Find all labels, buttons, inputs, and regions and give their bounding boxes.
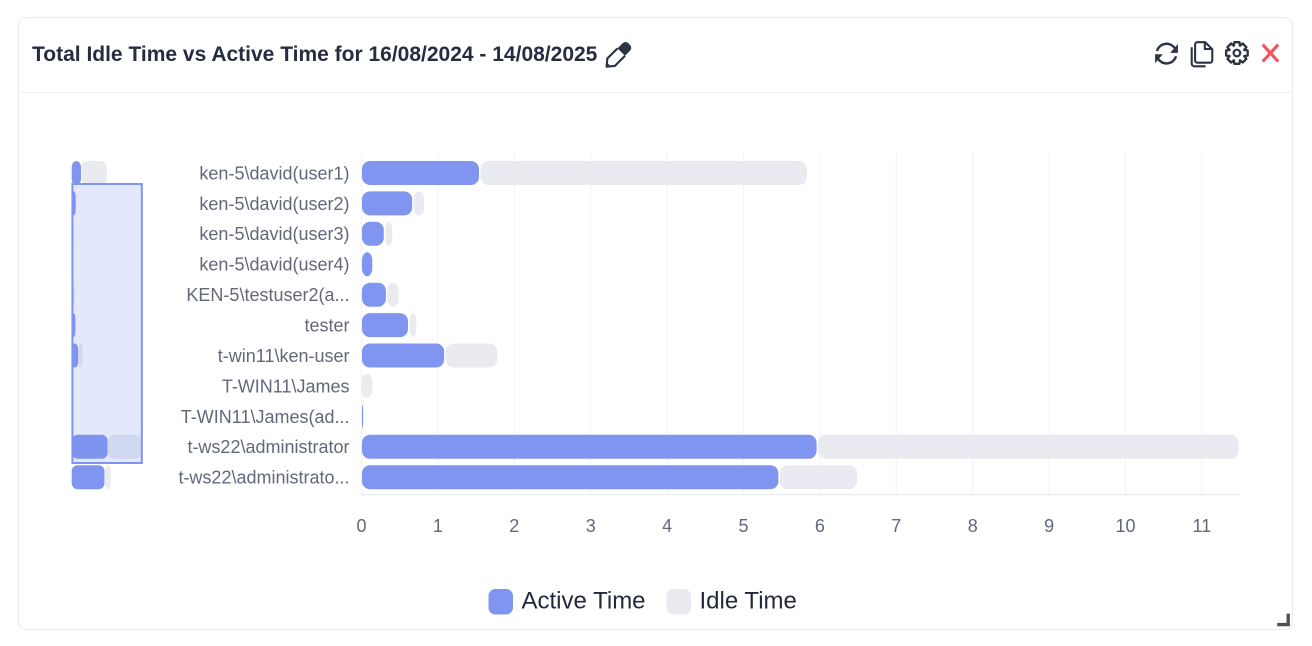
svg-text:9: 9 (1044, 516, 1054, 536)
svg-text:ken-5\david(user2): ken-5\david(user2) (199, 194, 349, 214)
svg-text:11: 11 (1193, 516, 1212, 536)
svg-text:t-ws22\administrato...: t-ws22\administrato... (178, 468, 349, 488)
svg-text:2: 2 (509, 516, 519, 536)
svg-text:0: 0 (356, 516, 366, 536)
svg-text:Idle Time: Idle Time (700, 588, 797, 615)
svg-text:4: 4 (662, 516, 672, 536)
svg-text:tester: tester (304, 316, 349, 336)
svg-text:t-win11\ken-user: t-win11\ken-user (218, 346, 350, 366)
svg-text:Active Time: Active Time (522, 588, 646, 615)
svg-text:t-ws22\administrator: t-ws22\administrator (187, 437, 349, 457)
svg-text:6: 6 (815, 516, 825, 536)
svg-text:7: 7 (891, 516, 901, 536)
svg-text:KEN-5\testuser2(a...: KEN-5\testuser2(a... (186, 285, 349, 305)
svg-text:10: 10 (1115, 516, 1135, 536)
svg-text:ken-5\david(user3): ken-5\david(user3) (199, 224, 349, 244)
svg-text:T-WIN11\James(ad...: T-WIN11\James(ad... (181, 407, 350, 427)
svg-text:ken-5\david(user1): ken-5\david(user1) (199, 163, 349, 183)
svg-text:ken-5\david(user4): ken-5\david(user4) (199, 255, 349, 275)
svg-text:5: 5 (738, 516, 748, 536)
svg-text:T-WIN11\James: T-WIN11\James (222, 376, 350, 396)
svg-text:3: 3 (586, 516, 596, 536)
svg-text:1: 1 (433, 516, 443, 536)
svg-text:8: 8 (968, 516, 978, 536)
